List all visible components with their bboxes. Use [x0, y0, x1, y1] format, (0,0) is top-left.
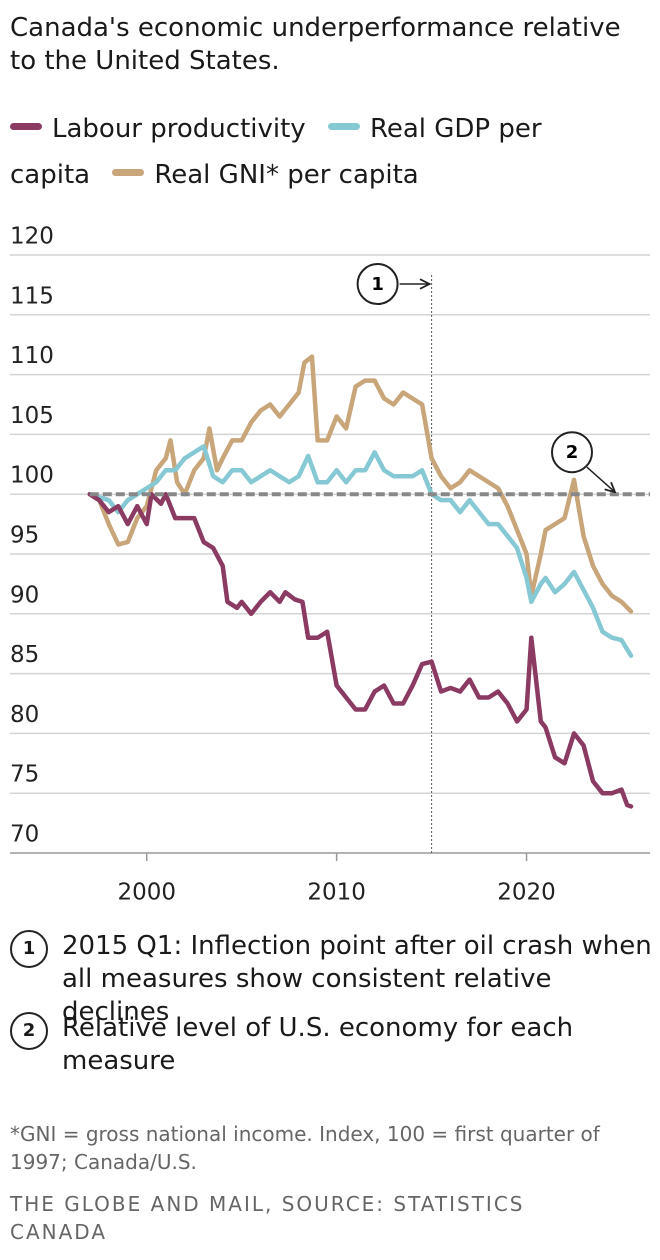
- annotation-marker: [356, 263, 399, 305]
- chart-title: Canada's economic underperformance relat…: [10, 13, 621, 76]
- note: 2 Relative level of U.S. economy for each…: [10, 1012, 655, 1078]
- x-tick-label: 2020: [497, 880, 556, 906]
- annotation-marker: [551, 431, 593, 474]
- note: 1 2015 Q1: Inflection point after oil cra…: [10, 930, 655, 1029]
- legend-label: Real GDP per capita: [10, 114, 542, 190]
- y-tick-label: 85: [10, 642, 39, 668]
- annotation-label: 2: [566, 442, 579, 463]
- annotation-label: 1: [371, 274, 384, 295]
- legend-label: Labour productivity: [52, 114, 306, 144]
- y-tick-label: 90: [10, 582, 39, 608]
- footnote: *GNI = gross national income. Index, 100…: [10, 1122, 600, 1174]
- series-line: [87, 444, 634, 658]
- legend-swatch: [327, 123, 360, 130]
- note-text: Relative level of U.S. economy for each …: [62, 1013, 574, 1076]
- chart: 70 75 80 85 90 95 100 105 110 115 120 2000 2010 2020 1…: [10, 224, 650, 906]
- y-tick-label: 115: [10, 283, 54, 309]
- legend-item: Real GDP per capita: [10, 114, 542, 190]
- x-tick-label: 2000: [117, 880, 176, 906]
- legend-item: Labour productivity: [10, 114, 306, 144]
- y-tick-label: 105: [10, 403, 54, 429]
- x-tick-label: 2010: [307, 880, 366, 906]
- y-tick-label: 95: [10, 523, 39, 549]
- y-tick-label: 110: [10, 343, 54, 369]
- note-marker: 1: [10, 930, 48, 968]
- legend-label: Real GNI* per capita: [154, 160, 419, 190]
- source: THE GLOBE AND MAIL, SOURCE: STATISTICS C…: [10, 1192, 525, 1244]
- annotation-arrow: [586, 466, 615, 492]
- legend-swatch: [112, 169, 145, 176]
- note-text: 2015 Q1: Inflection point after oil cras…: [62, 931, 652, 1027]
- series-line: [87, 491, 634, 809]
- y-tick-label: 75: [10, 762, 39, 788]
- legend-item: Real GNI* per capita: [112, 160, 419, 190]
- y-tick-label: 120: [10, 224, 54, 250]
- y-tick-label: 80: [10, 702, 39, 728]
- note-marker: 2: [10, 1012, 48, 1050]
- legend-swatch: [10, 123, 42, 130]
- series-line: [87, 354, 634, 614]
- y-tick-label: 100: [10, 463, 54, 489]
- legend: Labour productivity Real GDP per capita …: [10, 106, 570, 198]
- y-tick-label: 70: [10, 822, 39, 848]
